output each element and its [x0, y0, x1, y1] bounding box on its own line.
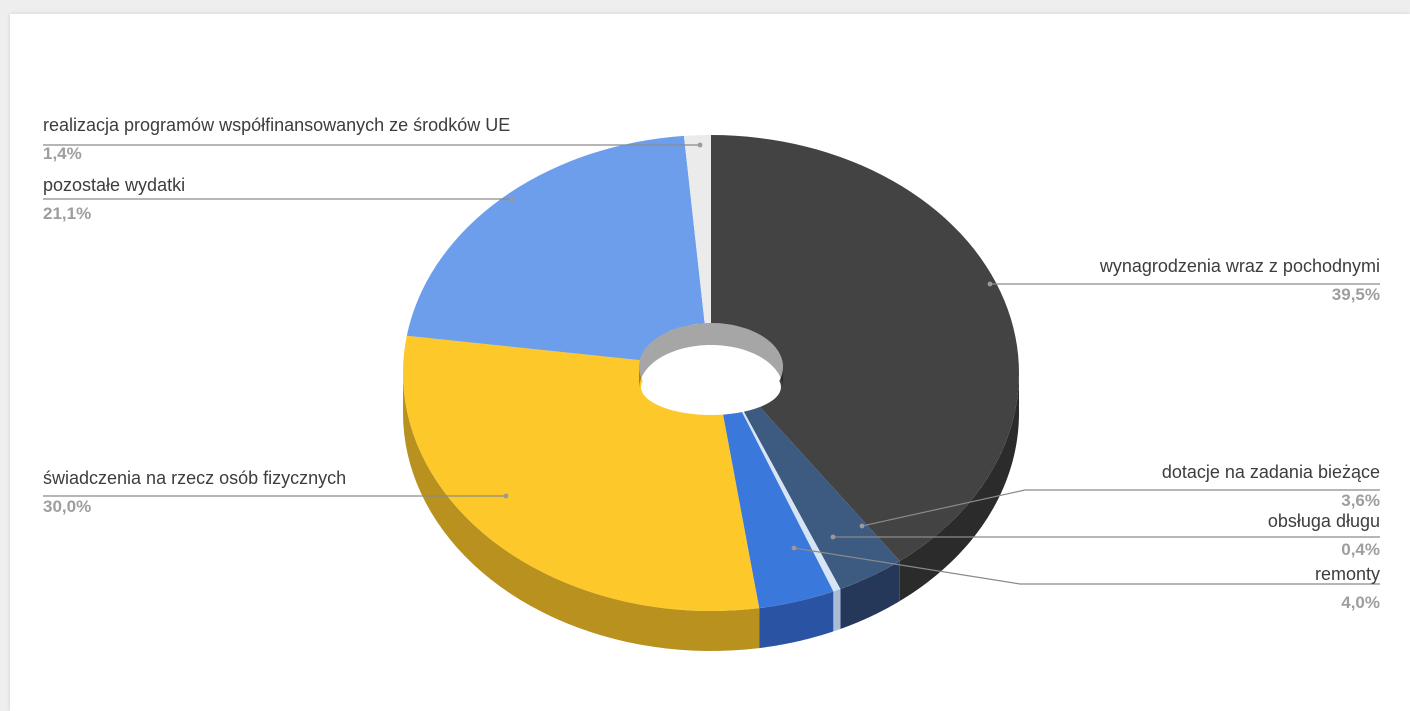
leader-dot-0	[987, 281, 993, 287]
leader-dot-1	[859, 523, 865, 529]
leader-dot-4	[503, 493, 509, 499]
slice-value-4: 30,0%	[43, 497, 91, 516]
slice-side-2	[833, 588, 841, 632]
slice-value-5: 21,1%	[43, 204, 91, 223]
slice-value-0: 39,5%	[1332, 285, 1380, 304]
slice-value-6: 1,4%	[43, 144, 82, 163]
leader-dot-6	[697, 142, 703, 148]
slice-tops	[403, 135, 1019, 611]
slice-label-5: pozostałe wydatki	[43, 175, 185, 195]
slice-6	[683, 135, 711, 324]
slice-label-0: wynagrodzenia wraz z pochodnymi	[1099, 256, 1380, 276]
donut-hole-wall	[639, 323, 783, 389]
donut-hole	[641, 359, 781, 415]
slice-side-4	[403, 373, 760, 651]
leader-dot-5	[509, 196, 515, 202]
slice-label-1: dotacje na zadania bieżące	[1162, 462, 1380, 482]
slice-5	[406, 135, 705, 361]
slice-label-2: obsługa długu	[1268, 511, 1380, 531]
leader-lines	[43, 142, 1380, 585]
leader-dot-3	[791, 545, 797, 551]
slice-label-3: remonty	[1315, 564, 1380, 584]
slice-label-6: realizacja programów współfinansowanych …	[43, 115, 510, 135]
slice-labels: wynagrodzenia wraz z pochodnymi 39,5% dota…	[43, 115, 1380, 612]
slice-sides	[403, 373, 1019, 651]
slice-0	[711, 135, 1019, 562]
leader-line-3	[793, 547, 1380, 585]
slice-value-3: 4,0%	[1341, 593, 1380, 612]
slice-value-2: 0,4%	[1341, 540, 1380, 559]
slice-2	[739, 406, 841, 592]
leader-line-1	[861, 489, 1380, 527]
slice-label-4: świadczenia na rzecz osób fizycznych	[43, 468, 346, 488]
slice-3	[722, 407, 834, 609]
slice-side-3	[759, 591, 834, 649]
slice-side-1	[840, 561, 900, 629]
leader-dot-2	[830, 534, 836, 540]
slice-side-0	[899, 373, 1019, 602]
slice-1	[741, 401, 900, 589]
slice-value-1: 3,6%	[1341, 491, 1380, 510]
